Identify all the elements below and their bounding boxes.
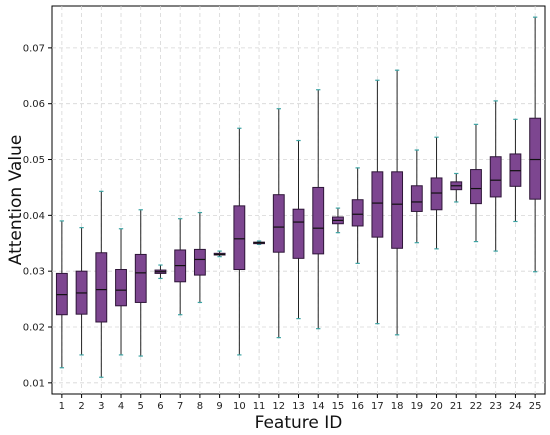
box-group-3 <box>95 190 108 378</box>
box-group-16 <box>351 167 364 264</box>
box-group-20 <box>430 136 443 250</box>
iqr-box <box>351 199 364 227</box>
x-tick-label: 14 <box>312 401 325 412</box>
box-group-14 <box>312 89 325 330</box>
box-group-7 <box>174 218 187 316</box>
iqr-box <box>371 171 384 238</box>
box-group-12 <box>272 108 285 339</box>
x-tick-label: 11 <box>253 401 266 412</box>
box-group-11 <box>253 240 265 245</box>
y-tick-label: 0.04 <box>23 211 45 222</box>
x-tick-label: 20 <box>430 401 443 412</box>
x-tick-label: 9 <box>216 401 222 412</box>
x-tick-label: 5 <box>138 401 144 412</box>
iqr-box <box>410 185 423 212</box>
x-tick-label: 16 <box>351 401 364 412</box>
x-tick-label: 19 <box>410 401 423 412</box>
box-group-6 <box>154 264 167 280</box>
iqr-box <box>115 269 127 307</box>
x-tick-label: 1 <box>59 401 65 412</box>
x-tick-label: 24 <box>509 401 522 412</box>
x-tick-label: 15 <box>332 401 345 412</box>
y-tick-label: 0.02 <box>23 323 45 334</box>
iqr-box <box>95 252 108 323</box>
box-group-2 <box>75 227 88 356</box>
x-tick-label: 12 <box>272 401 285 412</box>
box-group-21 <box>450 172 463 203</box>
box-group-19 <box>410 149 423 244</box>
box-group-8 <box>193 211 206 304</box>
iqr-box <box>292 208 305 259</box>
box-group-1 <box>55 220 68 369</box>
x-tick-label: 23 <box>489 401 502 412</box>
box-group-5 <box>134 209 147 357</box>
x-tick-label: 2 <box>78 401 84 412</box>
iqr-box <box>312 186 325 255</box>
y-tick-label: 0.07 <box>23 43 45 54</box>
iqr-box <box>489 156 502 198</box>
x-tick-label: 3 <box>98 401 104 412</box>
iqr-box <box>272 194 285 253</box>
box-group-15 <box>332 207 344 234</box>
x-tick-label: 22 <box>470 401 483 412</box>
box-group-25 <box>529 16 542 273</box>
x-tick-label: 6 <box>157 401 163 412</box>
x-tick-label: 13 <box>292 401 305 412</box>
iqr-box <box>193 248 206 276</box>
box-group-22 <box>470 123 482 243</box>
x-tick-label: 25 <box>529 401 542 412</box>
y-tick-label: 0.03 <box>23 267 45 278</box>
y-tick-label: 0.01 <box>23 378 45 389</box>
y-axis-title: Attention Value <box>6 135 26 266</box>
x-tick-label: 10 <box>233 401 246 412</box>
x-tick-label: 21 <box>450 401 463 412</box>
box-group-4 <box>115 228 127 356</box>
iqr-box <box>233 205 246 271</box>
iqr-box <box>529 117 542 200</box>
box-group-24 <box>509 118 522 223</box>
x-tick-label: 8 <box>197 401 203 412</box>
box-group-13 <box>292 139 305 320</box>
x-tick-label: 18 <box>391 401 404 412</box>
x-tick-label: 17 <box>371 401 384 412</box>
box-group-17 <box>371 79 384 325</box>
iqr-box <box>134 253 147 303</box>
x-tick-label: 4 <box>118 401 124 412</box>
iqr-box <box>470 169 482 205</box>
y-tick-label: 0.05 <box>23 155 45 166</box>
y-ticks: 0.01 0.02 0.03 0.04 0.05 0.06 0.07 <box>23 43 52 389</box>
box-group-23 <box>489 100 502 252</box>
x-tick-label: 7 <box>177 401 183 412</box>
iqr-box <box>391 171 404 249</box>
x-ticks: 1 2 3 4 5 6 7 8 9 10 11 12 13 14 15 16 17 18 19 20 21 22 23 24 2… <box>59 394 542 412</box>
x-axis-title: Feature ID <box>255 413 343 433</box>
y-tick-label: 0.06 <box>23 99 45 110</box>
box-group-9 <box>213 250 226 258</box>
iqr-box <box>430 177 443 211</box>
box-group-10 <box>233 127 246 356</box>
boxes <box>55 16 542 378</box>
box-group-18 <box>391 69 404 336</box>
